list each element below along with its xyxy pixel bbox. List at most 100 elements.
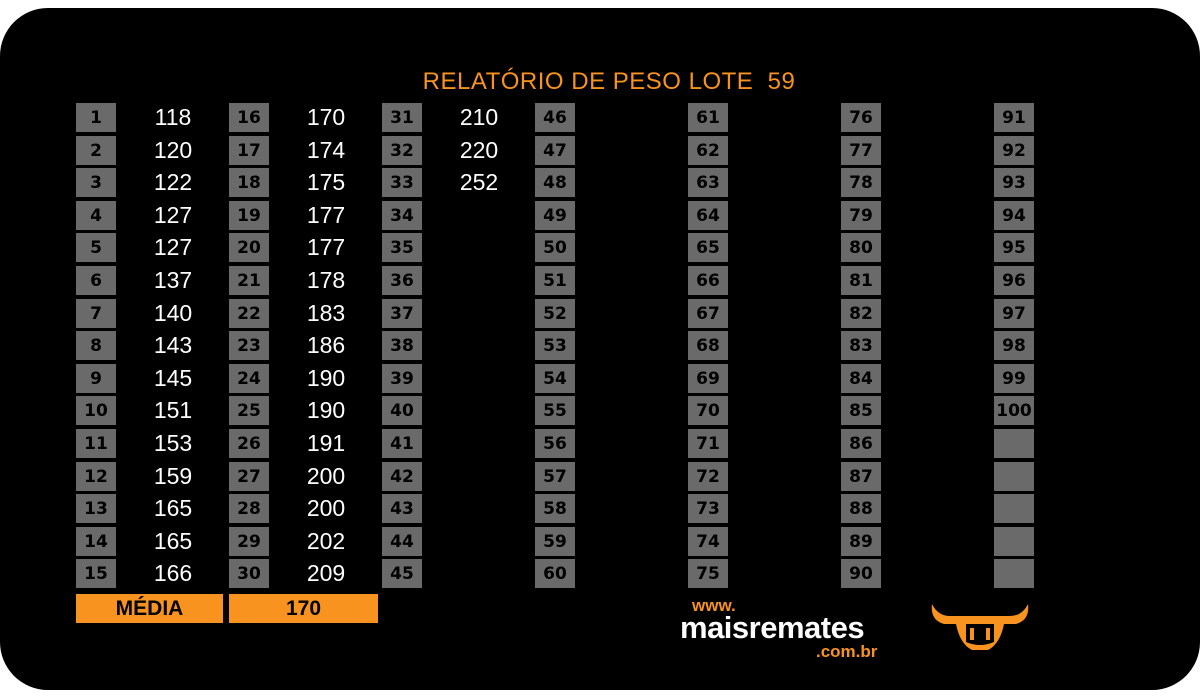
animal-weight: 190 [306,397,346,423]
animal-number: 73 [688,494,728,523]
animal-number: 56 [535,429,575,458]
animal-number: 78 [841,168,881,197]
animal-number: 2 [76,136,116,165]
animal-number: 32 [382,136,422,165]
animal-number: 68 [688,331,728,360]
animal-number: 28 [229,494,269,523]
animal-number: 70 [688,396,728,425]
animal-number: 98 [994,331,1034,360]
animal-number: 72 [688,462,728,491]
bull-head-icon [931,604,1029,650]
animal-number: 16 [229,103,269,132]
animal-number: 75 [688,559,728,588]
animal-number: 94 [994,201,1034,230]
animal-number: 26 [229,429,269,458]
animal-number: 3 [76,168,116,197]
animal-number: 17 [229,136,269,165]
animal-weight: 210 [459,104,499,130]
animal-number: 58 [535,494,575,523]
animal-weight: 202 [306,528,346,554]
animal-weight: 165 [153,495,193,521]
maisremates-logo: www. maisremates .com.br [680,596,900,664]
animal-number: 29 [229,527,269,556]
animal-number: 41 [382,429,422,458]
animal-number: 1 [76,103,116,132]
animal-number: 40 [382,396,422,425]
empty-cell [994,462,1034,491]
animal-weight: 200 [306,495,346,521]
animal-number: 18 [229,168,269,197]
animal-number: 9 [76,364,116,393]
animal-number: 50 [535,233,575,262]
animal-number: 48 [535,168,575,197]
animal-number: 60 [535,559,575,588]
animal-weight: 145 [153,365,193,391]
animal-number: 53 [535,331,575,360]
animal-weight: 143 [153,332,193,358]
animal-number: 7 [76,299,116,328]
animal-number: 91 [994,103,1034,132]
animal-weight: 127 [153,234,193,260]
animal-number: 12 [76,462,116,491]
animal-weight: 190 [306,365,346,391]
animal-number: 77 [841,136,881,165]
animal-number: 90 [841,559,881,588]
animal-number: 74 [688,527,728,556]
animal-number: 55 [535,396,575,425]
animal-number: 62 [688,136,728,165]
animal-number: 61 [688,103,728,132]
animal-number: 65 [688,233,728,262]
animal-number: 45 [382,559,422,588]
animal-weight: 151 [153,397,193,423]
animal-number: 93 [994,168,1034,197]
animal-number: 86 [841,429,881,458]
animal-weight: 191 [306,430,346,456]
animal-weight: 175 [306,169,346,195]
animal-number: 89 [841,527,881,556]
animal-number: 99 [994,364,1034,393]
animal-number: 47 [535,136,575,165]
animal-number: 97 [994,299,1034,328]
empty-cell [994,429,1034,458]
animal-weight: 174 [306,137,346,163]
animal-weight: 186 [306,332,346,358]
logo-domain: .com.br [816,642,878,661]
animal-number: 10 [76,396,116,425]
empty-cell [994,559,1034,588]
animal-number: 83 [841,331,881,360]
animal-weight: 137 [153,267,193,293]
animal-number: 84 [841,364,881,393]
animal-number: 52 [535,299,575,328]
animal-weight: 122 [153,169,193,195]
animal-number: 71 [688,429,728,458]
animal-weight: 209 [306,560,346,586]
animal-number: 80 [841,233,881,262]
animal-number: 87 [841,462,881,491]
animal-weight: 252 [459,169,499,195]
animal-number: 42 [382,462,422,491]
animal-number: 59 [535,527,575,556]
average-label: MÉDIA [76,594,223,623]
animal-number: 57 [535,462,575,491]
animal-weight: 170 [306,104,346,130]
animal-number: 6 [76,266,116,295]
animal-number: 8 [76,331,116,360]
animal-number: 46 [535,103,575,132]
average-value: 170 [229,594,378,623]
animal-number: 67 [688,299,728,328]
animal-number: 36 [382,266,422,295]
animal-weight: 153 [153,430,193,456]
animal-number: 25 [229,396,269,425]
animal-number: 23 [229,331,269,360]
animal-number: 15 [76,559,116,588]
animal-number: 63 [688,168,728,197]
animal-weight: 183 [306,300,346,326]
empty-cell [994,494,1034,523]
animal-weight: 165 [153,528,193,554]
animal-weight: 118 [154,104,192,130]
animal-number: 13 [76,494,116,523]
animal-number: 22 [229,299,269,328]
animal-weight: 220 [459,137,499,163]
animal-number: 66 [688,266,728,295]
animal-number: 31 [382,103,422,132]
